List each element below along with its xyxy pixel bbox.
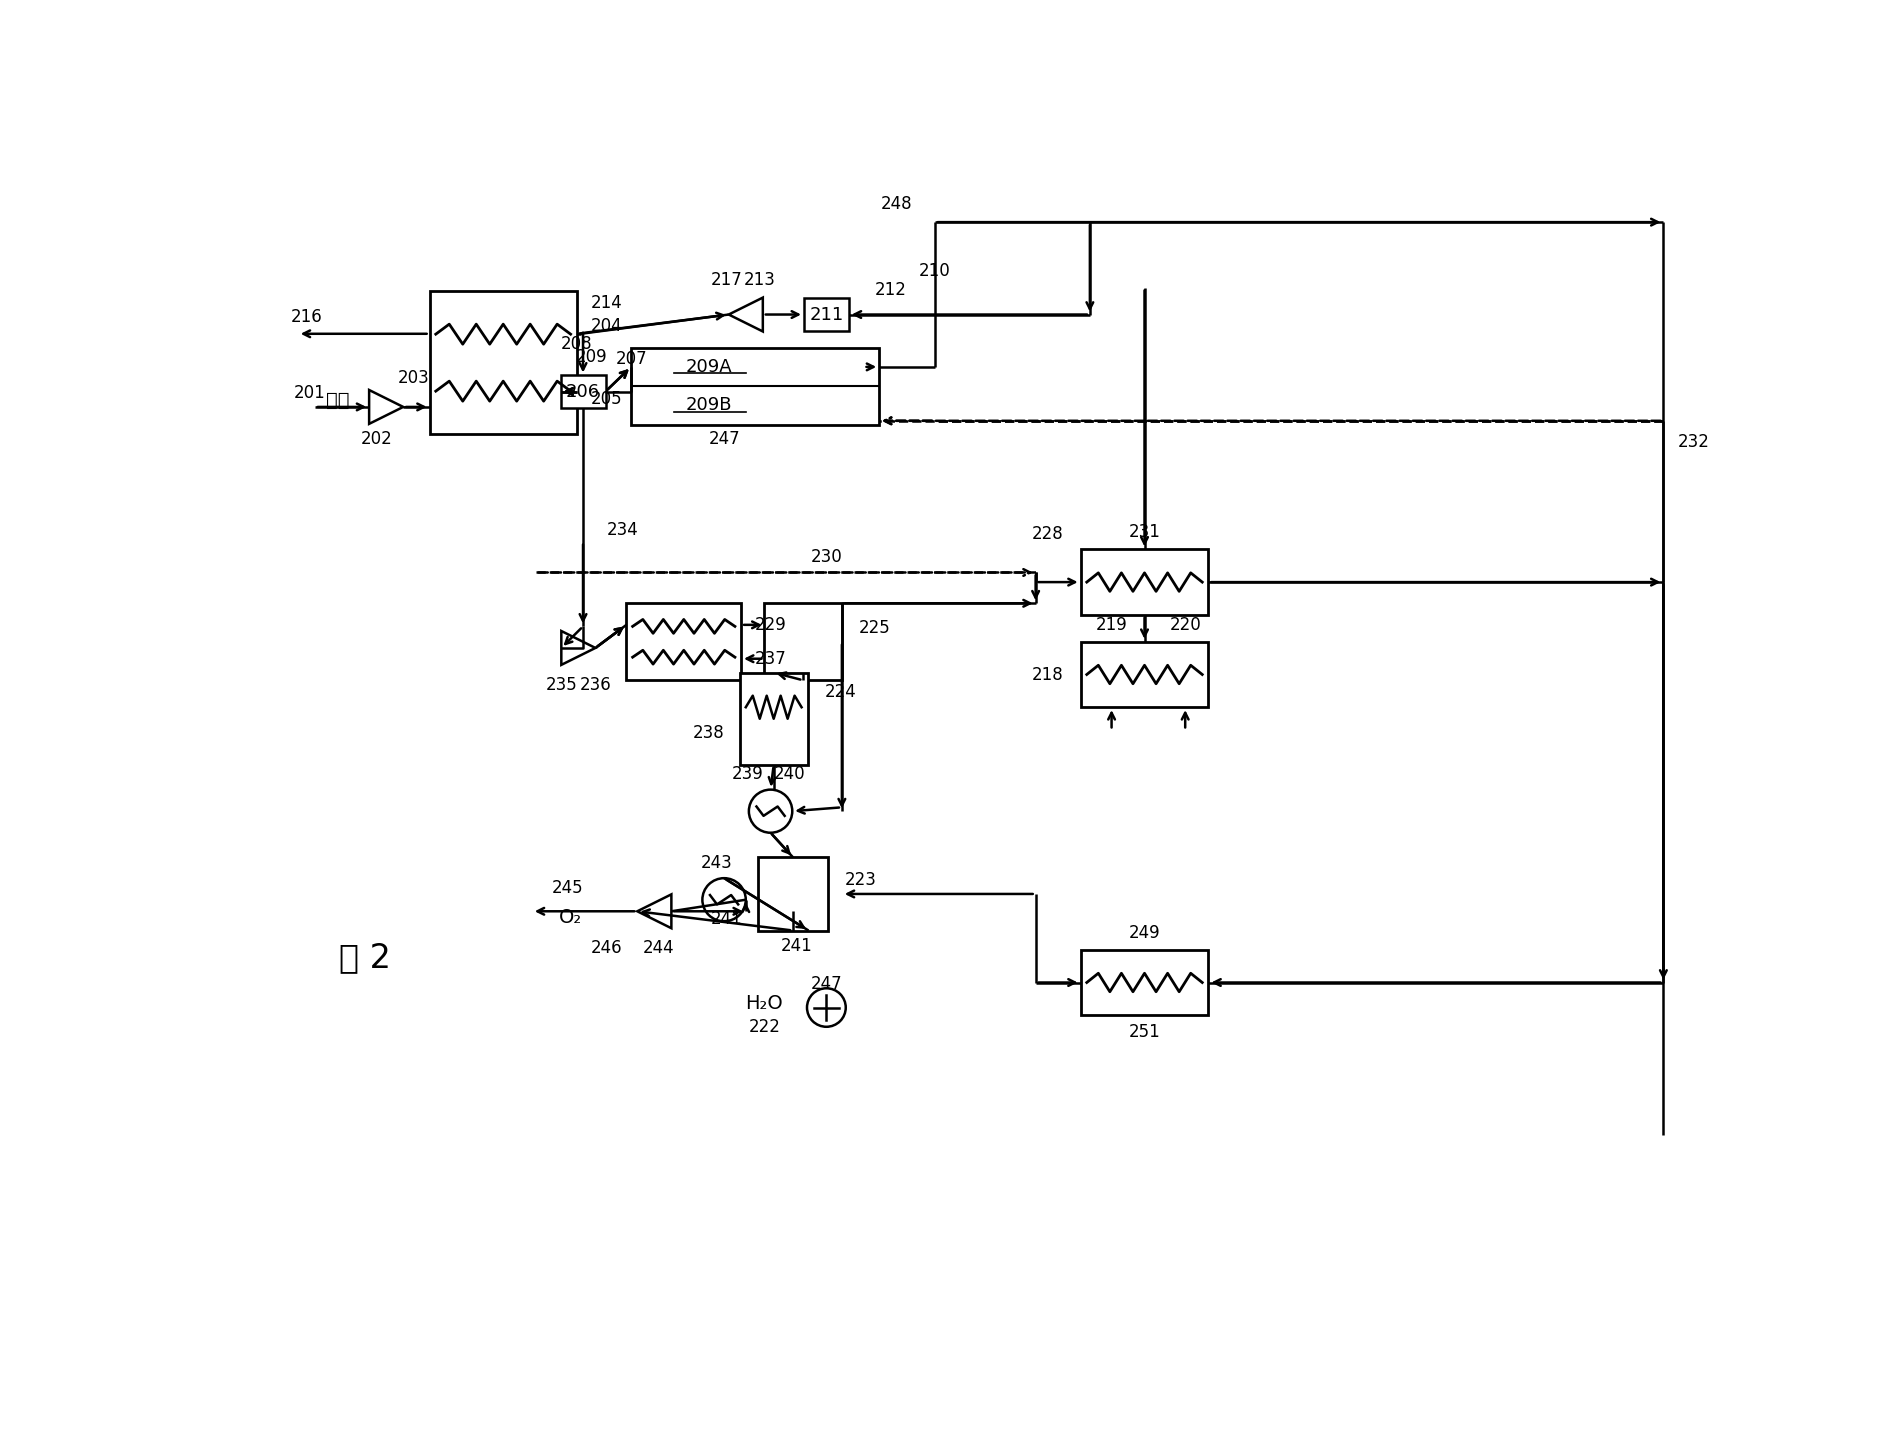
Text: 210: 210 [919, 261, 951, 280]
Text: 空气: 空气 [326, 391, 349, 410]
Text: 211: 211 [809, 305, 843, 324]
Text: 208: 208 [560, 334, 592, 353]
Text: 206: 206 [566, 383, 600, 400]
Bar [1080, 549, 1207, 615]
Bar [765, 604, 841, 680]
Text: 237: 237 [755, 650, 786, 668]
Text: 209A: 209A [685, 358, 731, 376]
Text: O₂: O₂ [558, 908, 583, 926]
Bar [626, 604, 740, 680]
Bar [429, 291, 577, 435]
Text: 209B: 209B [685, 396, 731, 414]
Text: 230: 230 [810, 548, 843, 566]
Text: 244: 244 [643, 939, 674, 958]
Text: 201: 201 [294, 384, 326, 402]
Text: 247: 247 [810, 975, 841, 994]
Text: 248: 248 [881, 195, 911, 214]
Text: 247: 247 [708, 430, 740, 447]
Text: 202: 202 [361, 430, 393, 449]
Text: 245: 245 [552, 879, 583, 898]
Text: 234: 234 [605, 521, 638, 539]
Text: 246: 246 [590, 939, 623, 958]
Text: 223: 223 [845, 872, 877, 889]
Text: 238: 238 [693, 724, 723, 741]
Text: 214: 214 [590, 294, 623, 313]
Text: 225: 225 [858, 619, 890, 637]
Text: 232: 232 [1676, 433, 1708, 450]
Text: 224: 224 [824, 683, 856, 701]
Bar [803, 298, 848, 331]
Text: 217: 217 [710, 271, 742, 288]
Text: 213: 213 [744, 271, 774, 288]
Text: 219: 219 [1095, 615, 1127, 634]
Text: 235: 235 [545, 675, 577, 694]
Text: 205: 205 [590, 390, 623, 409]
Text: 212: 212 [873, 281, 905, 298]
Text: 249: 249 [1127, 923, 1160, 942]
Bar [1080, 949, 1207, 1015]
Text: 239: 239 [731, 766, 763, 783]
Text: 203: 203 [397, 369, 429, 387]
Text: 222: 222 [748, 1018, 780, 1035]
Text: H₂O: H₂O [746, 994, 782, 1014]
Text: 216: 216 [290, 308, 323, 326]
Text: 240: 240 [774, 766, 805, 783]
Text: 231: 231 [1127, 523, 1160, 542]
Text: 236: 236 [579, 675, 611, 694]
Text: 204: 204 [590, 317, 623, 336]
Text: 229: 229 [755, 615, 786, 634]
Text: 241: 241 [780, 936, 812, 955]
Bar [757, 858, 828, 931]
Text: 218: 218 [1031, 665, 1063, 684]
Bar [560, 376, 605, 407]
Text: 241: 241 [710, 911, 742, 928]
Text: 207: 207 [615, 350, 647, 369]
Text: 209: 209 [575, 348, 607, 366]
Text: 228: 228 [1031, 525, 1063, 543]
Text: 243: 243 [700, 853, 733, 872]
Text: 220: 220 [1169, 615, 1200, 634]
Text: 图 2: 图 2 [340, 941, 391, 974]
Bar [1080, 642, 1207, 707]
Bar [738, 673, 807, 764]
Bar [630, 347, 879, 424]
Text: 251: 251 [1127, 1024, 1160, 1041]
